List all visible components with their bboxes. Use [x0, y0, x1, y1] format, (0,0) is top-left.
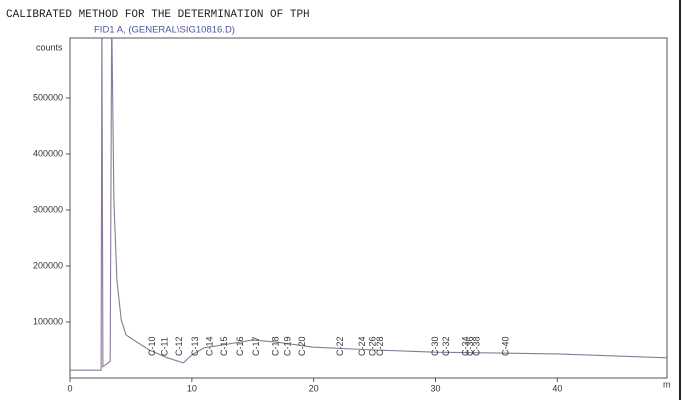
peak-label: C-19 — [282, 336, 292, 356]
peak-label: C-10 — [147, 336, 157, 356]
y-tick-label: 100000 — [33, 316, 63, 326]
peak-label: C-26 — [368, 336, 378, 356]
trace — [70, 38, 667, 371]
x-tick-label: 40 — [552, 383, 562, 393]
peak-label: C-38 — [471, 336, 481, 356]
chart-subtitle: FID1 A, (GENERAL\SIG10816.D) — [94, 25, 235, 36]
peak-label: C-17 — [251, 336, 261, 356]
y-tick-label: 500000 — [33, 92, 63, 102]
y-axis-label: counts — [36, 42, 63, 52]
x-axis-label: m — [663, 379, 671, 389]
peak-label: C-14 — [204, 336, 214, 356]
y-tick-label: 200000 — [33, 260, 63, 270]
peak-label: C-12 — [174, 336, 184, 356]
x-tick-label: 10 — [187, 383, 197, 393]
x-tick-label: 0 — [67, 383, 72, 393]
peak-label: C-24 — [357, 336, 367, 356]
x-tick-label: 20 — [309, 383, 319, 393]
x-tick-label: 30 — [431, 383, 441, 393]
peak-label: C-22 — [335, 336, 345, 356]
peak-label: C-30 — [430, 336, 440, 356]
peak-label: C-36 — [465, 336, 475, 356]
peak-label: C-18 — [270, 336, 280, 356]
peak-label: C-16 — [235, 336, 245, 356]
plot-frame — [69, 37, 668, 379]
peak-label: C-11 — [159, 337, 169, 356]
peak-label: C-20 — [297, 336, 307, 356]
peak-label: C-28 — [375, 336, 385, 356]
peak-label: C-34 — [460, 336, 470, 356]
y-tick-label: 300000 — [33, 204, 63, 214]
peak-label: C-15 — [219, 336, 229, 356]
peak-label: C-13 — [190, 336, 200, 356]
chart-title: CALIBRATED METHOD FOR THE DETERMINATION … — [6, 9, 310, 21]
y-tick-label: 400000 — [33, 148, 63, 158]
peak-label: C-32 — [441, 336, 451, 356]
peak-label: C-40 — [501, 336, 511, 356]
